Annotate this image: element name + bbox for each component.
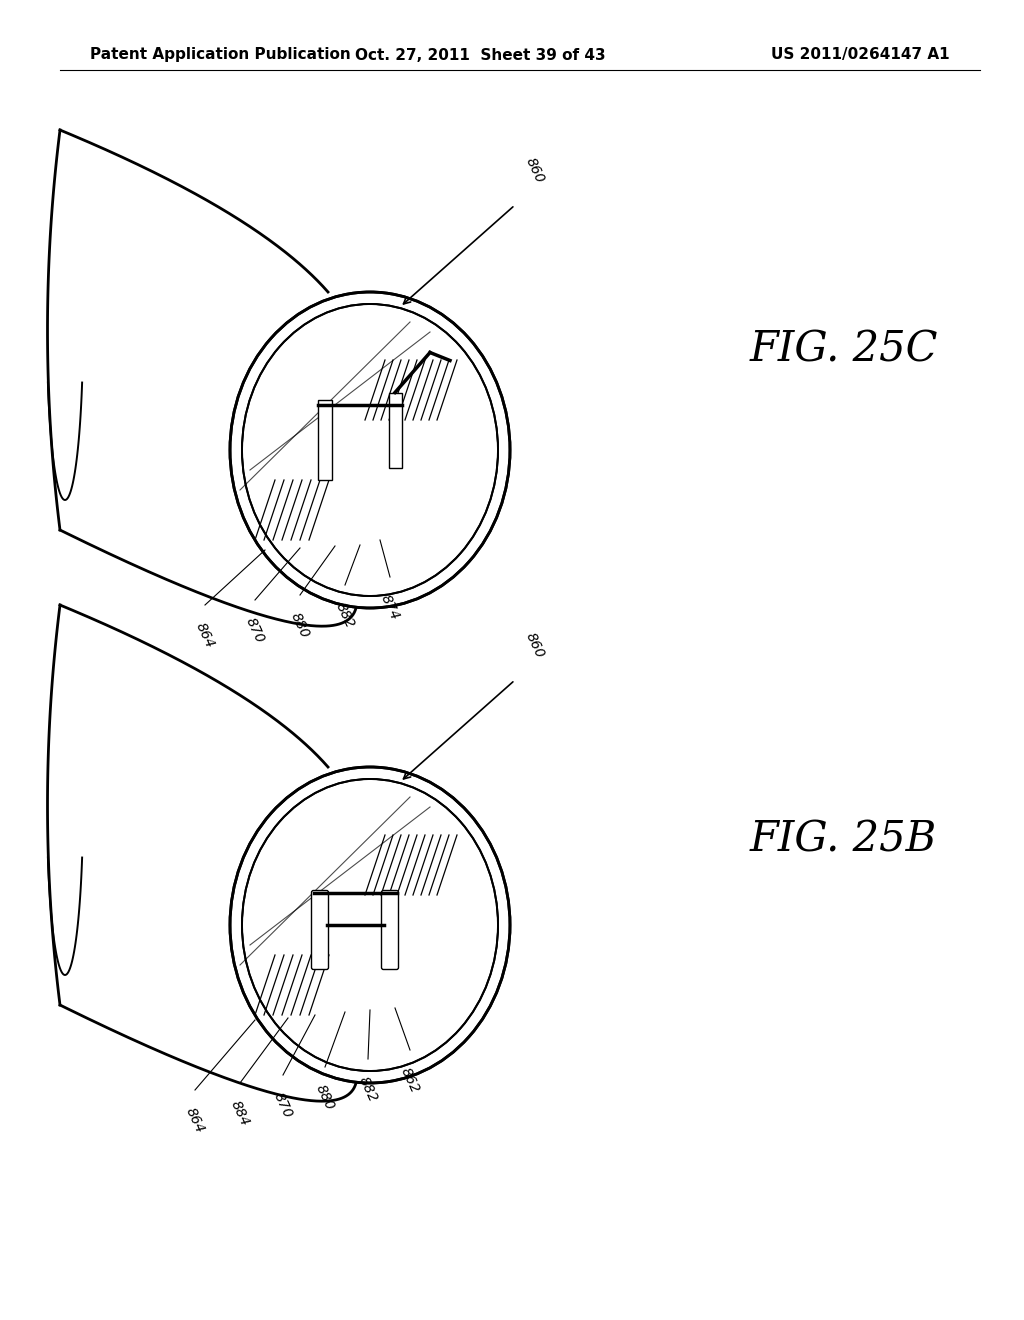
Text: 874: 874 — [378, 591, 402, 622]
Text: Patent Application Publication: Patent Application Publication — [90, 48, 351, 62]
Text: 870: 870 — [271, 1090, 295, 1121]
Ellipse shape — [243, 780, 497, 1071]
FancyBboxPatch shape — [382, 891, 398, 969]
Text: 880: 880 — [313, 1082, 337, 1111]
Text: 860: 860 — [523, 630, 547, 660]
Text: FIG. 25C: FIG. 25C — [750, 329, 939, 371]
Text: Oct. 27, 2011  Sheet 39 of 43: Oct. 27, 2011 Sheet 39 of 43 — [354, 48, 605, 62]
Text: 880: 880 — [288, 610, 312, 640]
Ellipse shape — [243, 305, 497, 595]
Text: 864: 864 — [194, 620, 217, 649]
Text: 884: 884 — [228, 1098, 252, 1129]
Text: 882: 882 — [356, 1074, 380, 1104]
Bar — [318, 400, 332, 480]
Text: FIG. 25B: FIG. 25B — [750, 818, 937, 861]
Text: 860: 860 — [523, 154, 547, 185]
Bar — [388, 392, 401, 467]
Text: 870: 870 — [243, 615, 267, 645]
FancyBboxPatch shape — [311, 891, 329, 969]
Text: 864: 864 — [183, 1105, 207, 1135]
Text: 862: 862 — [398, 1065, 422, 1096]
Text: 882: 882 — [333, 601, 357, 630]
Text: US 2011/0264147 A1: US 2011/0264147 A1 — [771, 48, 950, 62]
